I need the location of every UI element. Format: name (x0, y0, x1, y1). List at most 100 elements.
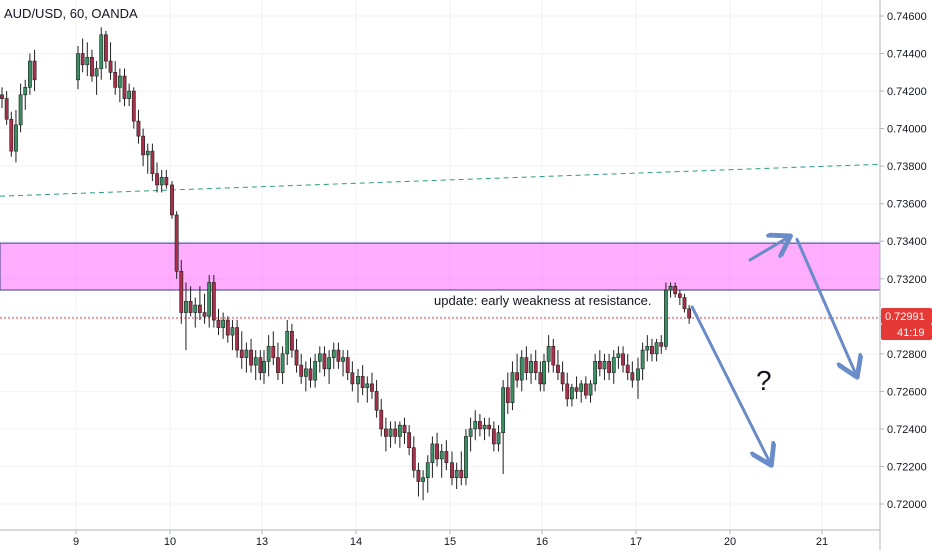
price-label-box: 0.72991 (881, 308, 932, 324)
candle (174, 211, 179, 279)
candle-body (350, 372, 355, 385)
y-axis[interactable]: 0.74600 0.74400 0.74200 0.74000 0.73800 0.736… (880, 11, 927, 511)
candle-body (602, 361, 607, 370)
x-tick-label: 16 (536, 536, 548, 548)
question-mark[interactable]: ? (756, 365, 772, 396)
y-tick-label: 0.72200 (887, 461, 927, 473)
candle-body (663, 289, 668, 347)
candle (397, 421, 402, 448)
candle-body (27, 60, 32, 88)
candle-body (607, 361, 612, 373)
candle (322, 346, 327, 377)
candle (327, 350, 332, 384)
candle-body (645, 346, 650, 351)
projection-arrow-bear-path[interactable] (690, 305, 770, 463)
candle (4, 91, 9, 125)
candle (122, 68, 127, 107)
candle (145, 143, 150, 174)
candle-body (636, 368, 640, 381)
candle-body (374, 391, 379, 411)
candle (356, 368, 360, 403)
x-axis[interactable]: 9 10 13 14 15 16 17 20 21 (73, 530, 828, 548)
candle-body (496, 432, 501, 445)
candle (27, 53, 32, 95)
candle-body (593, 361, 598, 385)
x-tick-label: 15 (444, 536, 456, 548)
y-tick-label: 0.73200 (887, 274, 927, 286)
candle (574, 376, 579, 399)
candle (510, 361, 515, 411)
candle-body (430, 443, 435, 464)
candle-body (80, 53, 85, 66)
candle-body (131, 90, 136, 122)
candle (193, 297, 198, 328)
candle (482, 417, 487, 441)
candle-body (388, 428, 393, 437)
candle (668, 282, 673, 298)
candle-body (327, 357, 332, 370)
candle-body (303, 368, 308, 377)
candle (473, 410, 478, 441)
candle-body (454, 469, 459, 479)
candle-body (501, 387, 506, 433)
candle-body (32, 60, 37, 81)
candle (654, 338, 659, 362)
candle (164, 169, 169, 189)
candle-body (331, 349, 336, 358)
candle-body (468, 428, 473, 437)
candle-body (597, 361, 602, 370)
candle (198, 286, 202, 321)
candle (225, 316, 230, 343)
candle (85, 42, 90, 77)
candle-body (239, 349, 244, 358)
candle-body (94, 68, 99, 77)
candle (519, 350, 524, 392)
candle-body (104, 34, 108, 62)
candle-body (4, 98, 9, 120)
x-tick-label: 17 (630, 536, 642, 548)
trendline[interactable] (0, 163, 881, 197)
candle (597, 350, 602, 377)
candle-body (611, 357, 616, 373)
annotation-text[interactable]: update: early weakness at resistance. (434, 293, 652, 308)
candle-body (379, 409, 384, 430)
candle-body (188, 300, 193, 313)
candle (221, 312, 226, 339)
candle (136, 109, 141, 144)
candle (244, 342, 249, 373)
candle (374, 380, 379, 418)
candle (524, 346, 529, 381)
candle-body (184, 300, 188, 313)
price-label: 0.72991 (885, 311, 925, 323)
candle (289, 323, 294, 358)
candle (515, 353, 520, 388)
candle-body (99, 34, 104, 69)
candle (303, 361, 308, 392)
y-tick-label: 0.72600 (887, 386, 927, 398)
candle-body (542, 361, 546, 385)
candle (593, 353, 598, 392)
candle (104, 31, 108, 69)
candle (454, 462, 459, 489)
resistance-zone[interactable] (0, 242, 881, 291)
candle (9, 111, 14, 157)
candle-body (682, 297, 687, 310)
candle (127, 83, 132, 107)
y-tick-label: 0.72800 (887, 349, 927, 361)
candle-body (76, 53, 80, 81)
candle (262, 350, 266, 384)
x-tick-label: 13 (256, 536, 268, 548)
candle-body (14, 124, 18, 152)
candle-body (625, 364, 630, 373)
candle (317, 346, 322, 373)
candle-body (221, 319, 226, 328)
candle-body (230, 327, 235, 336)
candle (211, 275, 216, 328)
candle (583, 376, 588, 399)
projection-arrow-bull-path-up[interactable] (748, 237, 788, 262)
projection-arrow-bull-path-down[interactable] (795, 237, 856, 374)
candle (588, 380, 593, 403)
projection-arrows[interactable] (690, 237, 856, 463)
